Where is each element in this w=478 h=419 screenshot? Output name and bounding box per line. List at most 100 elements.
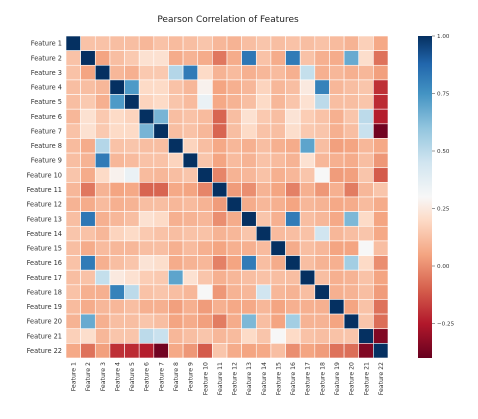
heatmap-cell-r11-c1 — [65, 182, 81, 198]
heatmap-cell-r20-c14 — [255, 313, 272, 330]
heatmap-cell-r21-c10 — [197, 328, 213, 344]
heatmap-cell-r10-c8 — [168, 167, 184, 183]
heatmap-cell-r10-c12 — [226, 167, 242, 183]
heatmap-cell-r11-c17 — [299, 182, 316, 198]
y-tick-label: Feature 17 — [27, 274, 62, 282]
heatmap-cell-r19-c20 — [343, 299, 360, 315]
heatmap-cell-r16-c2 — [80, 255, 96, 271]
heatmap-cell-r19-c19 — [329, 299, 345, 315]
y-tick-label: Feature 15 — [27, 245, 62, 253]
heatmap-cell-r7-c12 — [226, 123, 242, 139]
heatmap-cell-r10-c3 — [94, 167, 111, 183]
heatmap-cell-r8-c8 — [168, 138, 184, 154]
heatmap-cell-r9-c17 — [299, 152, 316, 169]
heatmap-cell-r7-c16 — [285, 123, 301, 139]
heatmap-cell-r18-c16 — [285, 284, 301, 300]
heatmap-cell-r20-c15 — [270, 313, 286, 330]
heatmap-cell-r10-c6 — [138, 167, 155, 183]
y-tick-label: Feature 6 — [31, 113, 62, 121]
heatmap-cell-r21-c7 — [153, 328, 169, 344]
heatmap-cell-r1-c7 — [153, 35, 169, 51]
heatmap-cell-r11-c9 — [182, 182, 199, 198]
heatmap-cell-r5-c13 — [241, 94, 257, 110]
heatmap-cell-r12-c8 — [168, 196, 184, 212]
x-tick-label: Feature 15 — [275, 362, 282, 395]
heatmap-cell-r1-c15 — [270, 35, 286, 51]
heatmap-cell-r2-c1 — [65, 50, 81, 66]
heatmap-cell-r16-c11 — [212, 255, 228, 271]
heatmap-cell-r15-c2 — [80, 240, 96, 256]
heatmap-cell-r10-c5 — [124, 167, 140, 183]
heatmap-cell-r13-c9 — [182, 211, 199, 227]
heatmap-cell-r2-c4 — [109, 50, 125, 66]
heatmap-cell-r2-c12 — [226, 50, 242, 66]
heatmap-cell-r17-c22 — [373, 269, 389, 286]
heatmap-cell-r13-c3 — [94, 211, 111, 227]
heatmap-cell-r14-c5 — [124, 225, 140, 242]
heatmap-cell-r22-c22 — [373, 343, 389, 359]
x-tick-label: Feature 18 — [319, 362, 326, 395]
heatmap-cell-r20-c10 — [197, 313, 213, 330]
heatmap-cell-r13-c10 — [197, 211, 213, 227]
heatmap-cell-r14-c15 — [270, 225, 286, 242]
y-tick-label: Feature 10 — [27, 171, 62, 179]
heatmap-cell-r15-c6 — [138, 240, 155, 256]
y-axis-labels: Feature 1 Feature 2 Feature 3 Feature 4 Feat… — [27, 40, 62, 355]
heatmap-cell-r19-c3 — [94, 299, 111, 315]
heatmap-cell-r7-c15 — [270, 123, 286, 139]
heatmap-cell-r6-c12 — [226, 108, 242, 125]
heatmap-cell-r4-c17 — [299, 79, 316, 95]
heatmap-cell-r5-c5 — [124, 94, 140, 110]
heatmap-cell-r1-c9 — [182, 35, 199, 51]
heatmap-cell-r9-c21 — [358, 152, 374, 169]
heatmap-cell-r1-c12 — [226, 35, 242, 51]
heatmap-cell-r9-c6 — [138, 152, 155, 169]
heatmap-cell-r15-c4 — [109, 240, 125, 256]
heatmap-cell-r20-c4 — [109, 313, 125, 330]
heatmap-cell-r12-c15 — [270, 196, 286, 212]
heatmap-cell-r13-c20 — [343, 211, 360, 227]
heatmap-cell-r16-c14 — [255, 255, 272, 271]
heatmap-cell-r15-c18 — [314, 240, 330, 256]
heatmap-cell-r13-c22 — [373, 211, 389, 227]
y-tick-label: Feature 3 — [31, 69, 62, 77]
heatmap-cell-r1-c3 — [94, 35, 111, 51]
heatmap-cell-r13-c16 — [285, 211, 301, 227]
heatmap-cell-r4-c18 — [314, 79, 330, 95]
heatmap-cell-r13-c14 — [255, 211, 272, 227]
colorbar-tick-label: 0.25 — [437, 207, 450, 213]
heatmap-cell-r4-c21 — [358, 79, 374, 95]
heatmap-cell-r21-c4 — [109, 328, 125, 344]
heatmap-cell-r2-c5 — [124, 50, 140, 66]
heatmap-cell-r7-c9 — [182, 123, 199, 139]
x-tick-label: Feature 20 — [349, 362, 356, 395]
heatmap-cell-r4-c4 — [109, 79, 125, 95]
colorbar-tick-label: 0.50 — [437, 149, 450, 155]
heatmap-cell-r12-c11 — [212, 196, 228, 212]
heatmap-cell-r2-c15 — [270, 50, 286, 66]
heatmap-cell-r6-c9 — [182, 108, 199, 125]
heatmap-cell-r7-c20 — [343, 123, 360, 139]
heatmap-cell-r21-c11 — [212, 328, 228, 344]
heatmap-cell-r22-c21 — [358, 343, 374, 359]
heatmap-cell-r9-c18 — [314, 152, 330, 169]
heatmap-cell-r7-c14 — [255, 123, 272, 139]
heatmap-cell-r6-c7 — [153, 108, 169, 125]
heatmap-cell-r18-c3 — [94, 284, 111, 300]
heatmap-cell-r21-c14 — [255, 328, 272, 344]
heatmap-cell-r14-c20 — [343, 225, 360, 242]
heatmap-cell-r19-c14 — [255, 299, 272, 315]
heatmap-cell-r17-c18 — [314, 269, 330, 286]
heatmap-cell-r17-c6 — [138, 269, 155, 286]
heatmap-cell-r6-c1 — [65, 108, 81, 125]
heatmap-cell-r16-c10 — [197, 255, 213, 271]
heatmap-cell-r6-c5 — [124, 108, 140, 125]
heatmap-cell-r22-c4 — [109, 343, 125, 359]
heatmap-cell-r6-c11 — [212, 108, 228, 125]
heatmap-cell-r19-c12 — [226, 299, 242, 315]
heatmap-cell-r9-c22 — [373, 152, 389, 169]
heatmap-cell-r5-c18 — [314, 94, 330, 110]
x-tick-label: Feature 3 — [100, 362, 107, 391]
heatmap-cell-r8-c22 — [373, 138, 389, 154]
heatmap-cell-r1-c21 — [358, 35, 374, 51]
